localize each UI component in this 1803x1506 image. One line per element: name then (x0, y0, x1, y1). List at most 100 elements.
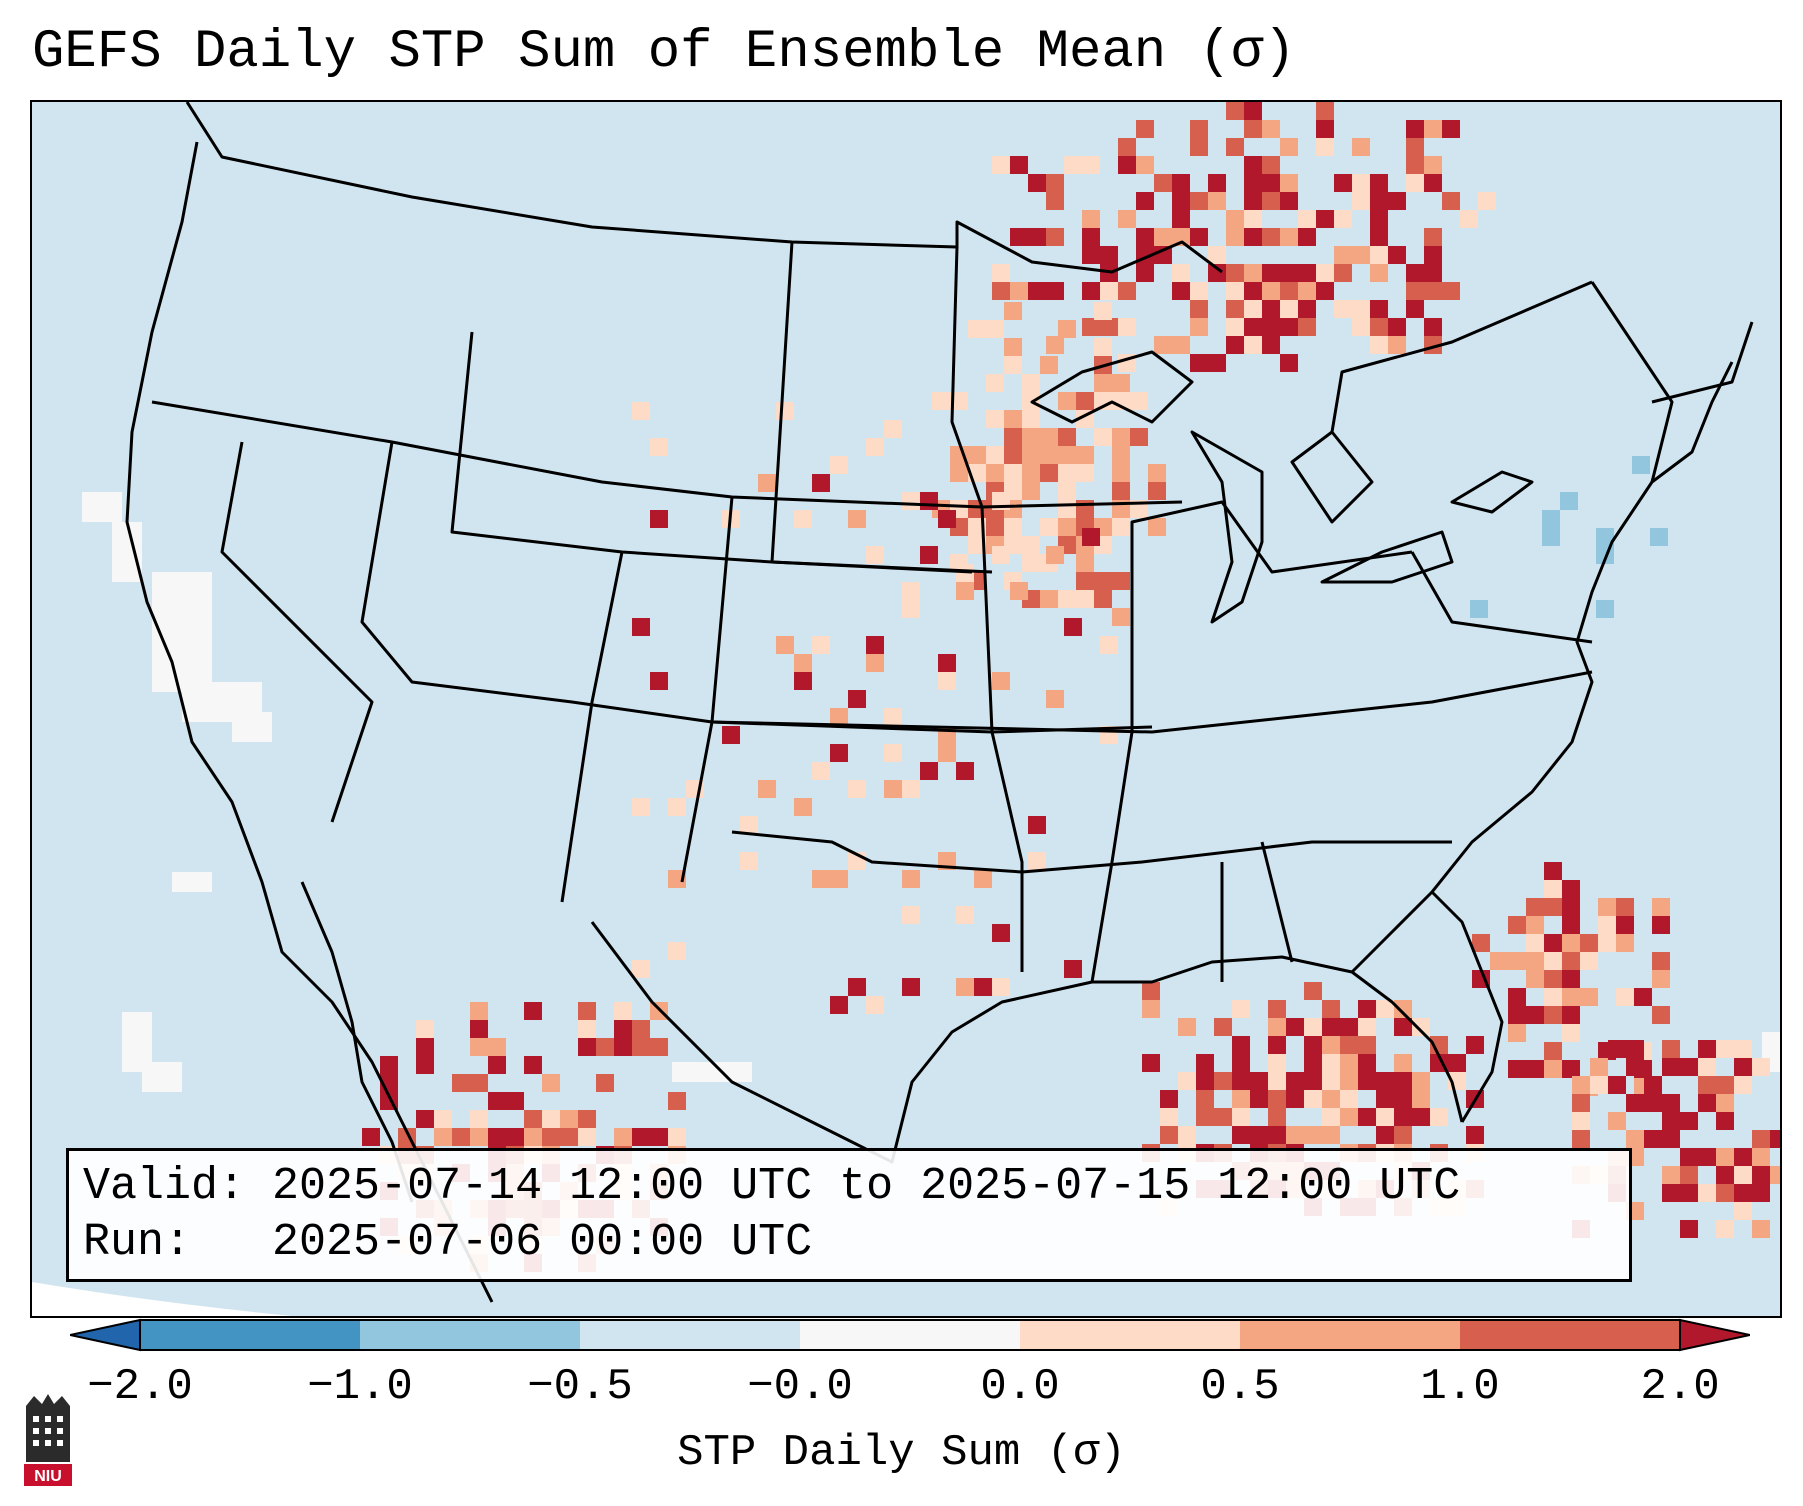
anomaly-cell-minnesota-wisconsin (1130, 392, 1148, 410)
anomaly-cell-atlantic-southeast-coast (1526, 1006, 1544, 1024)
anomaly-cell-atlantic-southeast-coast (1652, 898, 1670, 916)
anomaly-cell-upper-midwest-canada (1190, 354, 1208, 372)
anomaly-cell-gulf-of-mexico-north (1268, 1126, 1286, 1144)
anomaly-cell-minnesota-wisconsin (1022, 482, 1040, 500)
anomaly-cell-western-atlantic (1734, 1202, 1752, 1220)
anomaly-cell-central-plains (830, 870, 848, 888)
anomaly-cell-gulf-of-mexico-north (1394, 1018, 1412, 1036)
anomaly-cell-minnesota-wisconsin (1040, 518, 1058, 536)
anomaly-cell-minnesota-wisconsin (1040, 464, 1058, 482)
anomaly-cell-western-atlantic (1716, 1094, 1734, 1112)
anomaly-cell-western-atlantic (1680, 1184, 1698, 1202)
anomaly-cell-gulf-of-mexico-north (1214, 1072, 1232, 1090)
anomaly-cell-minnesota-wisconsin (1022, 536, 1040, 554)
anomaly-cell-upper-midwest-canada (1424, 264, 1442, 282)
colorbar-segment (140, 1320, 360, 1350)
anomaly-cell-northwest-mexico (452, 1074, 470, 1092)
anomaly-cell-upper-midwest-canada (1172, 282, 1190, 300)
anomaly-cell-central-plains (884, 420, 902, 438)
anomaly-cell-upper-midwest-canada (1190, 282, 1208, 300)
anomaly-cell-central-plains (866, 654, 884, 672)
anomaly-cell-minnesota-wisconsin (950, 392, 968, 410)
anomaly-cell-gulf-of-mexico-north (1412, 1072, 1430, 1090)
anomaly-cell-northeast-us (1596, 600, 1614, 618)
anomaly-cell-northwest-mexico (614, 1020, 632, 1038)
anomaly-cell-minnesota-wisconsin (1094, 338, 1112, 356)
anomaly-cell-upper-midwest-canada (1352, 192, 1370, 210)
anomaly-cell-gulf-of-mexico-north (1142, 982, 1160, 1000)
anomaly-cell-upper-midwest-canada (1118, 282, 1136, 300)
anomaly-cell-atlantic-southeast-coast (1508, 916, 1526, 934)
anomaly-cell-gulf-of-mexico-north (1376, 1072, 1394, 1090)
great-lakes (1030, 350, 1194, 424)
anomaly-cell-upper-midwest-canada (1316, 102, 1334, 120)
anomaly-cell-minnesota-wisconsin (1094, 302, 1112, 320)
anomaly-cell-western-atlantic (1644, 1094, 1662, 1112)
anomaly-cell-atlantic-southeast-coast (1526, 970, 1544, 988)
colorbar-tick-label: 2.0 (1640, 1362, 1720, 1412)
anomaly-cell-central-plains (920, 492, 938, 510)
anomaly-cell-northwest-mexico (632, 1038, 650, 1056)
anomaly-cell-gulf-of-mexico-north (1232, 1108, 1250, 1126)
anomaly-cell-upper-midwest-canada (1244, 300, 1262, 318)
anomaly-cell-upper-midwest-canada (1118, 318, 1136, 336)
anomaly-cell-northwest-mexico (470, 1074, 488, 1092)
anomaly-cell-northwest-mexico (542, 1128, 560, 1146)
anomaly-cell-upper-midwest-canada (1406, 138, 1424, 156)
anomaly-cell-western-atlantic (1626, 1130, 1644, 1148)
run-label: Run: (83, 1217, 246, 1268)
anomaly-cell-gulf-of-mexico-north (1304, 1054, 1322, 1072)
anomaly-cell-upper-midwest-canada (1226, 336, 1244, 354)
anomaly-cell-gulf-of-mexico-north (1232, 1054, 1250, 1072)
anomaly-cell-minnesota-wisconsin (986, 518, 1004, 536)
anomaly-cell-upper-midwest-canada (1244, 174, 1262, 192)
anomaly-cell-central-plains (902, 600, 920, 618)
colorbar-segment (1460, 1320, 1680, 1350)
anomaly-cell-central-plains (812, 636, 830, 654)
anomaly-cell-atlantic-southeast-coast (1562, 1060, 1580, 1078)
anomaly-cell-atlantic-southeast-coast (1544, 988, 1562, 1006)
anomaly-cell-minnesota-wisconsin (1004, 356, 1022, 374)
anomaly-cell-atlantic-southeast-coast (1562, 1024, 1580, 1042)
anomaly-cell-upper-midwest-canada (1406, 300, 1424, 318)
valid-label: Valid: (83, 1161, 246, 1212)
anomaly-cell-upper-midwest-canada (1334, 264, 1352, 282)
anomaly-cell-central-plains (866, 546, 884, 564)
colorbar-label: STP Daily Sum (σ) (677, 1428, 1126, 1478)
anomaly-cell-northwest-mexico (488, 1038, 506, 1056)
colorbar-tick-label: 1.0 (1420, 1362, 1500, 1412)
anomaly-cell-upper-midwest-canada (1046, 336, 1064, 354)
anomaly-cell-minnesota-wisconsin (986, 320, 1004, 338)
anomaly-cell-gulf-of-mexico-north (1250, 1072, 1268, 1090)
anomaly-cell-atlantic-southeast-coast (1526, 916, 1544, 934)
canada-us-border (185, 102, 1223, 274)
anomaly-cell-upper-midwest-canada (1244, 102, 1262, 120)
anomaly-cell-upper-midwest-canada (1262, 156, 1280, 174)
anomaly-cell-atlantic-southeast-coast (1562, 1006, 1580, 1024)
anomaly-cell-upper-midwest-canada (1226, 210, 1244, 228)
niu-logo: NIU (24, 1394, 72, 1486)
anomaly-cell-central-plains (722, 726, 740, 744)
anomaly-cell-minnesota-wisconsin (1004, 446, 1022, 464)
anomaly-cell-gulf-of-mexico-north (1142, 1000, 1160, 1018)
anomaly-cell-upper-midwest-canada (1442, 282, 1460, 300)
anomaly-cell-gulf-of-mexico-north (1286, 1126, 1304, 1144)
anomaly-cell-gulf-of-mexico-north (1268, 1036, 1286, 1054)
valid-line: Valid: 2025-07-14 12:00 UTC to 2025-07-1… (83, 1159, 1615, 1215)
anomaly-cell-gulf-of-mexico-north (1196, 1054, 1214, 1072)
anomaly-cell-western-atlantic (1698, 1040, 1716, 1058)
anomaly-cell-upper-midwest-canada (1262, 318, 1280, 336)
anomaly-cell-upper-midwest-canada (1352, 246, 1370, 264)
anomaly-cell-minnesota-wisconsin (1058, 482, 1076, 500)
anomaly-cell-upper-midwest-canada (1262, 264, 1280, 282)
anomaly-cell-gulf-of-mexico-north (1286, 1018, 1304, 1036)
anomaly-cell-northwest-mexico (416, 1110, 434, 1128)
anomaly-cell-northwest-mexico (632, 1128, 650, 1146)
anomaly-cell-northwest-mexico (524, 1002, 542, 1020)
anomaly-cell-northwest-mexico (650, 1128, 668, 1146)
anomaly-cell-western-atlantic (1716, 1184, 1734, 1202)
anomaly-cell-western-atlantic (1680, 1166, 1698, 1184)
anomaly-cell-gulf-of-mexico-north (1322, 1108, 1340, 1126)
anomaly-cell-minnesota-wisconsin (1058, 500, 1076, 518)
anomaly-cell-minnesota-wisconsin (1148, 482, 1166, 500)
